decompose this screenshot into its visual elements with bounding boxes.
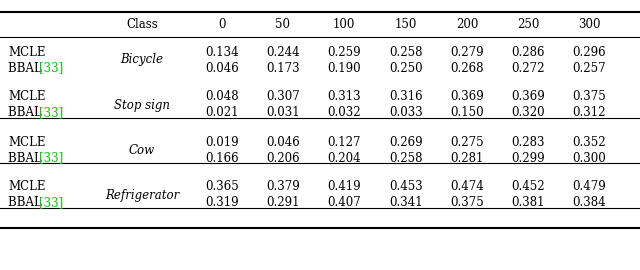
Text: 0.019: 0.019 (205, 136, 239, 148)
Text: 0.453: 0.453 (389, 181, 423, 194)
Text: BBAL: BBAL (8, 197, 45, 210)
Text: 0.048: 0.048 (205, 90, 239, 103)
Text: 200: 200 (456, 18, 478, 31)
Text: 250: 250 (517, 18, 539, 31)
Text: MCLE: MCLE (8, 136, 45, 148)
Text: 0.452: 0.452 (511, 181, 545, 194)
Text: 0.352: 0.352 (572, 136, 606, 148)
Text: 100: 100 (333, 18, 355, 31)
Text: 0.279: 0.279 (450, 46, 484, 59)
Text: 0.479: 0.479 (572, 181, 606, 194)
Text: Class: Class (126, 18, 158, 31)
Text: 0.379: 0.379 (266, 181, 300, 194)
Text: 0.259: 0.259 (327, 46, 361, 59)
Text: 0.258: 0.258 (389, 151, 423, 164)
Text: 300: 300 (578, 18, 600, 31)
Text: 0.166: 0.166 (205, 151, 239, 164)
Text: 0.320: 0.320 (511, 106, 545, 120)
Text: 0.286: 0.286 (511, 46, 545, 59)
Text: 0.150: 0.150 (450, 106, 484, 120)
Text: 0.313: 0.313 (327, 90, 361, 103)
Text: 0.300: 0.300 (572, 151, 606, 164)
Text: 0.173: 0.173 (266, 62, 300, 75)
Text: 0.369: 0.369 (511, 90, 545, 103)
Text: 0.204: 0.204 (327, 151, 361, 164)
Text: 0: 0 (218, 18, 226, 31)
Text: 0.046: 0.046 (205, 62, 239, 75)
Text: 0.190: 0.190 (327, 62, 361, 75)
Text: 0.021: 0.021 (205, 106, 239, 120)
Text: 0.369: 0.369 (450, 90, 484, 103)
Text: 0.244: 0.244 (266, 46, 300, 59)
Text: 0.381: 0.381 (511, 197, 545, 210)
Text: 0.275: 0.275 (450, 136, 484, 148)
Text: 0.419: 0.419 (327, 181, 361, 194)
Text: 0.312: 0.312 (572, 106, 605, 120)
Text: 50: 50 (275, 18, 291, 31)
Text: 0.407: 0.407 (327, 197, 361, 210)
Text: 0.046: 0.046 (266, 136, 300, 148)
Text: 0.281: 0.281 (451, 151, 484, 164)
Text: 0.296: 0.296 (572, 46, 606, 59)
Text: 0.307: 0.307 (266, 90, 300, 103)
Text: [33]: [33] (39, 106, 63, 120)
Text: 0.375: 0.375 (450, 197, 484, 210)
Text: Cow: Cow (129, 143, 155, 157)
Text: 0.319: 0.319 (205, 197, 239, 210)
Text: 0.258: 0.258 (389, 46, 423, 59)
Text: 0.268: 0.268 (451, 62, 484, 75)
Text: MCLE: MCLE (8, 181, 45, 194)
Text: 0.032: 0.032 (327, 106, 361, 120)
Text: Bicycle: Bicycle (120, 53, 163, 66)
Text: [33]: [33] (39, 62, 63, 75)
Text: 0.033: 0.033 (389, 106, 423, 120)
Text: MCLE: MCLE (8, 46, 45, 59)
Text: 0.127: 0.127 (327, 136, 361, 148)
Text: 0.375: 0.375 (572, 90, 606, 103)
Text: 0.257: 0.257 (572, 62, 606, 75)
Text: 150: 150 (395, 18, 417, 31)
Text: 0.316: 0.316 (389, 90, 423, 103)
Text: 0.272: 0.272 (511, 62, 545, 75)
Text: BBAL: BBAL (8, 151, 45, 164)
Text: 0.291: 0.291 (266, 197, 300, 210)
Text: 0.384: 0.384 (572, 197, 606, 210)
Text: 0.283: 0.283 (511, 136, 545, 148)
Text: 0.365: 0.365 (205, 181, 239, 194)
Text: 0.474: 0.474 (450, 181, 484, 194)
Text: 0.250: 0.250 (389, 62, 423, 75)
Text: MCLE: MCLE (8, 90, 45, 103)
Text: BBAL: BBAL (8, 106, 45, 120)
Text: [33]: [33] (39, 151, 63, 164)
Text: 0.134: 0.134 (205, 46, 239, 59)
Text: 0.341: 0.341 (389, 197, 423, 210)
Text: 0.299: 0.299 (511, 151, 545, 164)
Text: [33]: [33] (39, 197, 63, 210)
Text: BBAL: BBAL (8, 62, 45, 75)
Text: Stop sign: Stop sign (114, 99, 170, 112)
Text: 0.206: 0.206 (266, 151, 300, 164)
Text: 0.269: 0.269 (389, 136, 423, 148)
Text: Refrigerator: Refrigerator (105, 188, 179, 201)
Text: 0.031: 0.031 (266, 106, 300, 120)
